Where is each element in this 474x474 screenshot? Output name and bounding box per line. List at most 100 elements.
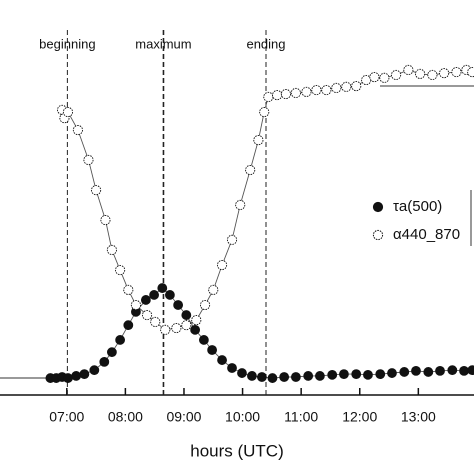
- point: [181, 310, 192, 320]
- point: [339, 369, 349, 380]
- event-label: beginning: [39, 36, 95, 51]
- point: [123, 320, 134, 331]
- point: [411, 365, 421, 376]
- legend-label: α440_870: [393, 226, 460, 243]
- event-label: ending: [246, 36, 285, 51]
- point: [387, 368, 397, 378]
- point: [173, 300, 184, 310]
- point: [198, 335, 209, 345]
- point: [200, 299, 211, 311]
- point: [403, 64, 414, 75]
- point: [191, 315, 202, 326]
- point: [467, 365, 474, 376]
- point: [439, 68, 450, 79]
- point: [115, 335, 126, 345]
- x-axis-label: hours (UTC): [190, 441, 284, 460]
- point: [427, 69, 438, 81]
- point: [341, 81, 352, 92]
- legend-marker: [372, 229, 384, 241]
- point: [83, 154, 94, 165]
- point: [391, 69, 402, 81]
- point: [150, 316, 161, 327]
- point: [399, 367, 410, 377]
- point: [149, 290, 159, 300]
- point: [301, 86, 312, 97]
- point: [181, 320, 192, 331]
- point: [89, 365, 100, 376]
- point: [157, 283, 168, 293]
- point: [253, 135, 264, 146]
- point: [245, 164, 256, 176]
- point: [99, 356, 110, 367]
- point: [62, 106, 74, 118]
- event-label: maximum: [135, 36, 191, 51]
- x-tick-label: 12:00: [342, 409, 377, 425]
- point: [369, 72, 380, 83]
- point: [217, 355, 227, 365]
- point: [272, 90, 283, 101]
- point: [217, 259, 228, 271]
- legend-label: τa(500): [393, 198, 442, 215]
- point: [279, 372, 290, 382]
- point: [142, 310, 153, 321]
- x-tick-label: 10:00: [225, 409, 260, 425]
- point: [375, 369, 386, 380]
- point: [207, 345, 217, 355]
- point: [140, 295, 151, 305]
- point: [267, 373, 278, 383]
- point: [226, 234, 238, 245]
- point: [451, 67, 462, 78]
- point: [165, 290, 175, 300]
- point: [459, 365, 469, 376]
- x-tick-label: 13:00: [401, 409, 436, 425]
- x-tick-label: 07:00: [49, 409, 84, 425]
- point: [106, 244, 117, 255]
- point: [280, 88, 291, 100]
- point: [247, 371, 257, 381]
- point: [259, 106, 270, 118]
- point: [423, 367, 434, 377]
- point: [72, 124, 83, 136]
- point: [351, 81, 362, 92]
- point: [160, 324, 171, 335]
- point: [190, 324, 201, 335]
- point: [208, 284, 219, 295]
- point: [235, 199, 246, 210]
- point: [257, 372, 267, 382]
- point: [227, 363, 237, 373]
- point: [331, 82, 342, 93]
- point: [100, 214, 111, 226]
- point: [311, 85, 322, 96]
- point: [321, 85, 332, 96]
- point: [91, 185, 102, 196]
- point: [115, 265, 126, 276]
- series-line: [61, 69, 473, 331]
- point: [415, 68, 426, 79]
- x-tick-label: 09:00: [166, 409, 201, 425]
- point: [303, 371, 314, 381]
- series-line: [50, 287, 473, 379]
- point: [290, 87, 301, 99]
- point: [363, 369, 373, 380]
- point: [435, 365, 445, 376]
- point: [379, 72, 390, 83]
- point: [290, 372, 301, 382]
- point: [327, 369, 338, 380]
- point: [107, 347, 117, 358]
- point: [351, 369, 362, 380]
- point: [130, 299, 141, 311]
- legend-marker: [372, 201, 384, 213]
- point: [467, 67, 474, 78]
- point: [79, 369, 90, 380]
- point: [123, 284, 134, 295]
- x-tick-label: 08:00: [108, 409, 143, 425]
- point: [315, 371, 325, 381]
- x-tick-label: 11:00: [284, 409, 318, 425]
- point: [263, 91, 274, 102]
- point: [71, 371, 82, 381]
- point: [63, 373, 73, 383]
- point: [171, 322, 182, 334]
- point: [237, 368, 247, 378]
- point: [447, 365, 458, 376]
